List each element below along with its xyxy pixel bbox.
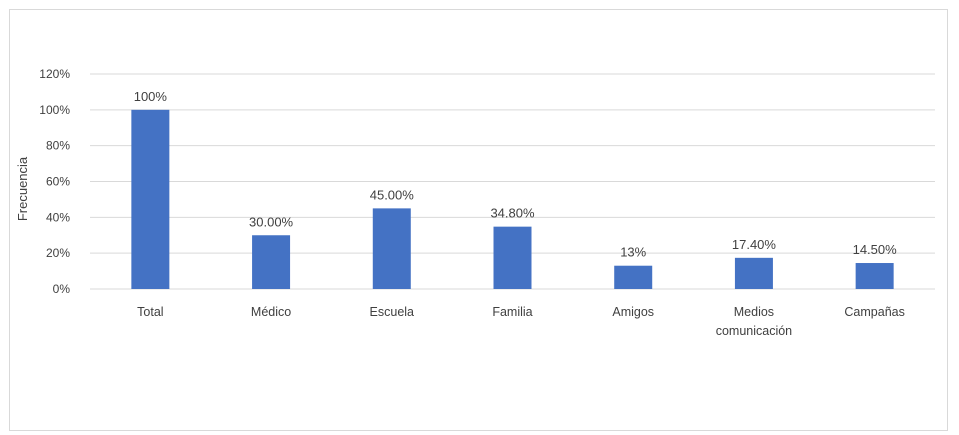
- y-tick-label: 60%: [46, 175, 70, 189]
- bars: [131, 109, 894, 289]
- data-label: 34.80%: [490, 206, 535, 221]
- y-tick-label: 40%: [46, 210, 70, 224]
- data-label: 100%: [134, 89, 168, 104]
- data-label: 45.00%: [370, 187, 415, 202]
- x-category-label: Amigos: [612, 305, 654, 319]
- bar: [614, 265, 653, 289]
- x-category-label: comunicación: [716, 324, 792, 338]
- y-tick-label: 0%: [53, 282, 71, 296]
- x-category-label: Medios: [734, 305, 774, 319]
- bar: [493, 226, 532, 289]
- y-tick-label: 80%: [46, 139, 70, 153]
- bar: [252, 235, 291, 289]
- data-label: 14.50%: [853, 242, 898, 257]
- bar: [734, 257, 773, 289]
- bar: [131, 109, 170, 289]
- x-category-label: Total: [137, 305, 163, 319]
- data-label: 13%: [620, 245, 646, 260]
- x-category-label: Escuela: [370, 305, 415, 319]
- y-tick-label: 20%: [46, 246, 70, 260]
- bar: [855, 263, 894, 289]
- y-axis-title: Frecuencia: [15, 156, 30, 221]
- gridlines: [90, 73, 935, 290]
- x-category-label: Familia: [492, 305, 532, 319]
- data-label: 30.00%: [249, 214, 294, 229]
- y-tick-label: 100%: [39, 103, 70, 117]
- data-label: 17.40%: [732, 237, 777, 252]
- y-tick-label: 120%: [39, 67, 70, 81]
- x-category-label: Campañas: [844, 305, 904, 319]
- x-axis-categories: Total Médico Escuela Familia Amigos Medios com…: [137, 305, 905, 338]
- x-category-label: Médico: [251, 305, 291, 319]
- bar: [372, 208, 411, 289]
- data-labels: 100% 30.00% 45.00% 34.80% 13% 17.40% 14.50%: [134, 89, 897, 260]
- y-axis-ticks: 0% 20% 40% 60% 80% 100% 120%: [39, 67, 70, 296]
